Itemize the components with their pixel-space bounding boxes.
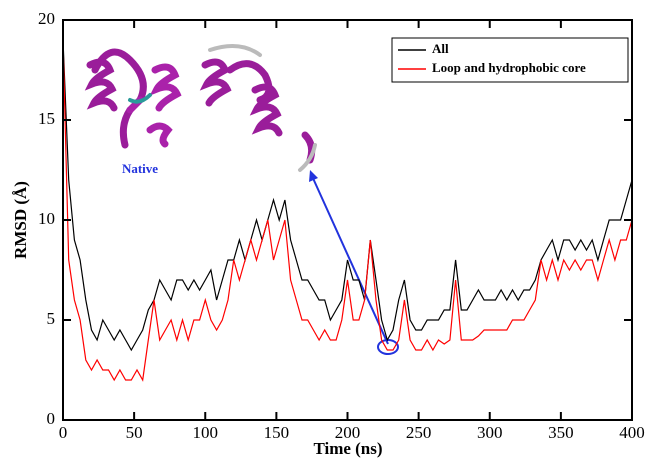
y-tick-label: 15 — [38, 109, 55, 128]
x-tick-label: 400 — [619, 423, 645, 442]
protein-unfolded — [199, 58, 316, 164]
annotation-circle — [377, 339, 399, 355]
x-tick-label: 100 — [193, 423, 219, 442]
legend-box — [391, 37, 629, 83]
y-tick-label: 0 — [47, 409, 56, 428]
x-tick-label: 350 — [548, 423, 574, 442]
x-tick-label: 50 — [126, 423, 143, 442]
protein-native — [84, 48, 147, 149]
x-tick-label: 150 — [264, 423, 290, 442]
protein-native-helix — [126, 63, 182, 148]
annotation-arrowhead — [309, 170, 318, 182]
x-tick-label: 0 — [59, 423, 68, 442]
y-axis-label: RMSD (Å) — [11, 181, 30, 259]
legend-label: Loop and hydrophobic core — [432, 60, 586, 75]
annotation-arrow — [311, 175, 389, 345]
data-line — [62, 39, 633, 382]
x-tick-label: 250 — [406, 423, 432, 442]
protein-loops — [208, 44, 317, 172]
protein-native-loop — [128, 93, 152, 104]
protein-images — [84, 44, 317, 172]
x-tick-label: 300 — [477, 423, 503, 442]
y-tick-label: 10 — [38, 209, 55, 228]
x-tick-label: 200 — [335, 423, 361, 442]
legend-label: All — [432, 41, 449, 56]
x-axis-label: Time (ns) — [313, 439, 382, 458]
y-tick-label: 5 — [47, 309, 56, 328]
y-tick-label: 20 — [38, 9, 55, 28]
data-line — [62, 39, 633, 352]
annotation: Native — [122, 161, 158, 176]
